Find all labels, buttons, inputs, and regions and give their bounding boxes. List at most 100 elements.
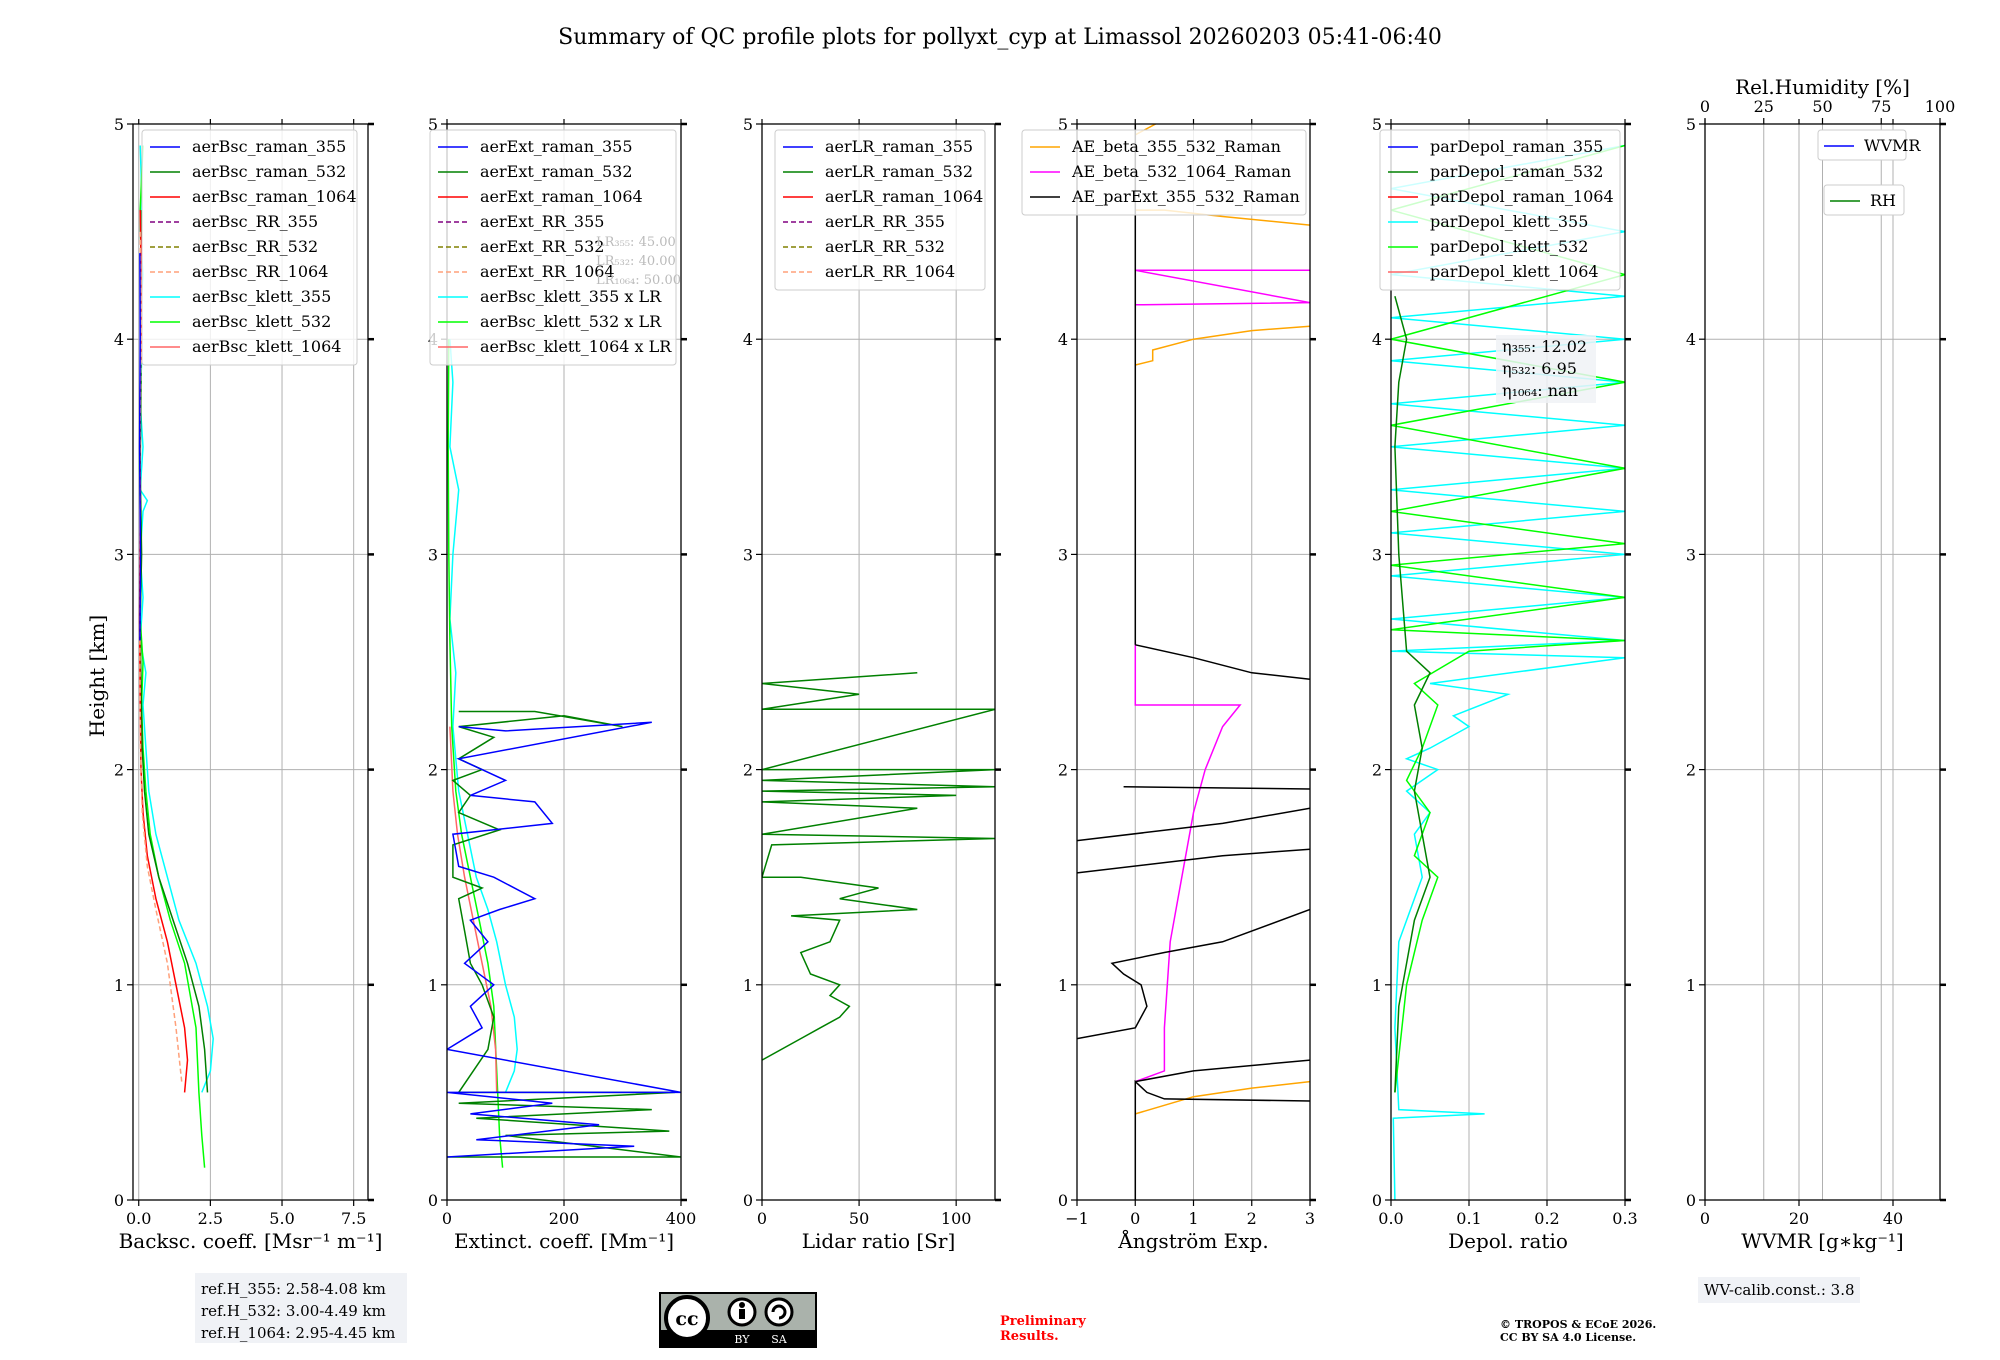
legend-label: parDepol_raman_355 <box>1430 137 1603 156</box>
y-axis-label: Height [km] <box>85 615 109 737</box>
series-line <box>1077 848 1310 874</box>
copyright-line-2: CC BY SA 4.0 License. <box>1500 1331 1636 1344</box>
series-line <box>1135 1059 1310 1083</box>
series-line <box>1135 644 1310 680</box>
y-tick-label: 1 <box>743 976 753 995</box>
x-tick-label: 0.0 <box>126 1209 151 1228</box>
series-line <box>447 710 681 1158</box>
x-tick-label: 100 <box>941 1209 972 1228</box>
preliminary-line-1: Preliminary <box>1000 1314 1086 1329</box>
y-tick-label: 2 <box>1058 761 1068 780</box>
legend-box <box>141 129 358 366</box>
y-tick-label: 4 <box>1058 330 1068 349</box>
legend-label: aerLR_RR_532 <box>825 237 945 256</box>
y-tick-label: 4 <box>1686 330 1696 349</box>
axes-frame <box>132 123 369 1201</box>
y-tick-label: 3 <box>428 545 438 564</box>
legend-label: aerExt_RR_355 <box>480 212 604 231</box>
series-line <box>449 339 518 1093</box>
y-tick-label: 4 <box>114 330 124 349</box>
ref-height-355: ref.H_355: 2.58-4.08 km <box>201 1280 386 1298</box>
legend-label: aerBsc_RR_532 <box>192 237 318 256</box>
y-tick-label: 0 <box>114 1191 124 1210</box>
y-tick-label: 4 <box>743 330 753 349</box>
y-tick-label: 5 <box>1058 115 1068 134</box>
x-tick-label: 0 <box>1130 1209 1140 1228</box>
x-tick-label: 0 <box>442 1209 452 1228</box>
axes-frame <box>761 123 996 1201</box>
cc-license-badge: cc BY SA <box>659 1292 817 1348</box>
legend-label: parDepol_klett_532 <box>1430 237 1588 256</box>
series-line <box>447 721 681 1158</box>
x-tick-label: 0 <box>1700 1209 1710 1228</box>
legend-box <box>1021 129 1307 216</box>
top-x-tick-label: 50 <box>1812 97 1832 116</box>
legend-label: aerExt_raman_1064 <box>480 187 643 206</box>
legend-label: aerLR_raman_1064 <box>825 187 983 206</box>
axes-frame <box>1390 123 1626 1201</box>
eta-label: η₅₃₂: 6.95 <box>1502 359 1577 378</box>
y-tick-label: 3 <box>1686 545 1696 564</box>
top-x-tick-label: 100 <box>1925 97 1956 116</box>
x-tick-label: 400 <box>666 1209 697 1228</box>
x-axis-label: Backsc. coeff. [Msr⁻¹ m⁻¹] <box>119 1229 383 1253</box>
legend-label: parDepol_raman_532 <box>1430 162 1603 181</box>
y-tick-label: 1 <box>428 976 438 995</box>
figure-title: Summary of QC profile plots for pollyxt_… <box>558 25 1442 50</box>
legend-label: aerBsc_klett_532 x LR <box>480 312 662 331</box>
x-tick-label: −1 <box>1065 1209 1089 1228</box>
legend-label: aerLR_RR_355 <box>825 212 945 231</box>
by-person-body <box>739 1309 745 1319</box>
x-tick-label: 2.5 <box>198 1209 223 1228</box>
sa-label: SA <box>771 1333 788 1346</box>
y-tick-label: 5 <box>1686 115 1696 134</box>
ref-height-background <box>195 1273 407 1343</box>
legend-label: aerExt_RR_532 <box>480 237 604 256</box>
y-tick-label: 5 <box>743 115 753 134</box>
y-tick-label: 0 <box>1372 1191 1382 1210</box>
lr-value-label: LR₁₀₆₄: 50.00 <box>596 273 681 288</box>
preliminary-line-2: Results. <box>1000 1329 1059 1344</box>
legend-label: aerBsc_RR_355 <box>192 212 318 231</box>
copyright-line-1: © TROPOS & ECoE 2026. <box>1500 1318 1656 1331</box>
panel-bsc: 0.0 2.5 5.0 7.5 0 1 2 3 4 5 Backsc. coeff. [Msr⁻¹ … <box>114 115 383 1253</box>
legend-label: RH <box>1870 191 1896 210</box>
legend-label: aerBsc_raman_532 <box>192 162 346 181</box>
series-group <box>762 672 995 1061</box>
x-tick-label: 0.2 <box>1534 1209 1559 1228</box>
legend-label: aerExt_RR_1064 <box>480 262 615 281</box>
y-tick-label: 0 <box>1686 1191 1696 1210</box>
top-x-tick-label: 25 <box>1754 97 1774 116</box>
y-tick-label: 1 <box>1058 976 1068 995</box>
legend-label: aerBsc_klett_1064 <box>192 337 341 356</box>
panel-lr: 0 50 100 0 1 2 3 4 5 Lidar ratio [Sr] aerLR_raman_… <box>743 115 1001 1253</box>
y-tick-label: 5 <box>114 115 124 134</box>
x-axis-label: Extinct. coeff. [Mm⁻¹] <box>454 1229 674 1253</box>
cc-logo-text: cc <box>675 1308 698 1330</box>
panel-depol: 0.0 0.1 0.2 0.3 0 1 2 3 4 5 Depol. ratio parDepol_r… <box>1372 115 1638 1253</box>
y-tick-label: 2 <box>743 761 753 780</box>
x-axis-label: Lidar ratio [Sr] <box>802 1229 956 1253</box>
legend-label: aerLR_raman_532 <box>825 162 973 181</box>
x-axis-label: Ångström Exp. <box>1117 1228 1268 1253</box>
y-tick-label: 2 <box>428 761 438 780</box>
legend-label: aerBsc_klett_355 x LR <box>480 287 662 306</box>
legend-box <box>1379 129 1621 291</box>
legend-label: parDepol_klett_1064 <box>1430 262 1599 281</box>
x-tick-label: 5.0 <box>269 1209 294 1228</box>
y-tick-label: 2 <box>114 761 124 780</box>
y-tick-label: 3 <box>743 545 753 564</box>
series-line <box>1135 269 1310 306</box>
lr-value-label: LR₃₅₅: 45.00 <box>596 235 676 250</box>
ref-height-532: ref.H_532: 3.00-4.49 km <box>201 1302 386 1320</box>
ref-height-box: ref.H_355: 2.58-4.08 km ref.H_532: 3.00-… <box>195 1273 407 1343</box>
x-tick-label: 0.0 <box>1378 1209 1403 1228</box>
series-line <box>1135 325 1310 366</box>
legend-label: aerLR_raman_355 <box>825 137 973 156</box>
cc-logo-icon <box>664 1295 710 1341</box>
y-tick-label: 2 <box>1372 761 1382 780</box>
series-line <box>1394 296 1431 1093</box>
y-tick-label: 3 <box>1058 545 1068 564</box>
